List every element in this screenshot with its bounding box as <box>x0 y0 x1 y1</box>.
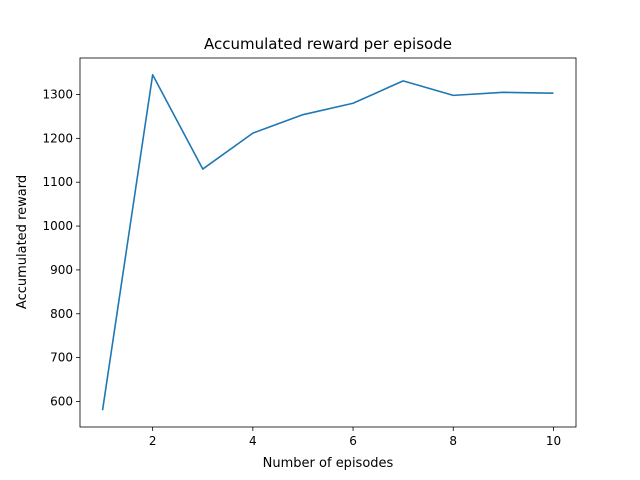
y-tick-label: 1200 <box>42 131 73 145</box>
plot-area: 2 4 6 8 10 600 700 800 900 1000 1100 1200 1300 <box>42 57 577 448</box>
x-tick-label: 4 <box>249 434 257 448</box>
y-tick-label: 800 <box>50 307 73 321</box>
x-tick-label: 6 <box>349 434 357 448</box>
series-line <box>101 73 554 411</box>
axes-frame <box>79 57 577 428</box>
y-tick-label: 1100 <box>42 175 73 189</box>
x-axis-label: Number of episodes <box>263 456 394 471</box>
y-tick-label: 900 <box>50 263 73 277</box>
y-axis-label: Accumulated reward <box>15 175 30 309</box>
y-tick-label: 700 <box>50 351 73 365</box>
y-tick-label: 600 <box>50 394 73 408</box>
y-tick-label: 1000 <box>42 219 73 233</box>
x-tick-label: 8 <box>449 434 457 448</box>
x-tick-label: 10 <box>546 434 561 448</box>
chart-title: Accumulated reward per episode <box>204 35 452 53</box>
y-tick-label: 1300 <box>42 88 73 102</box>
x-tick-label: 2 <box>149 434 157 448</box>
